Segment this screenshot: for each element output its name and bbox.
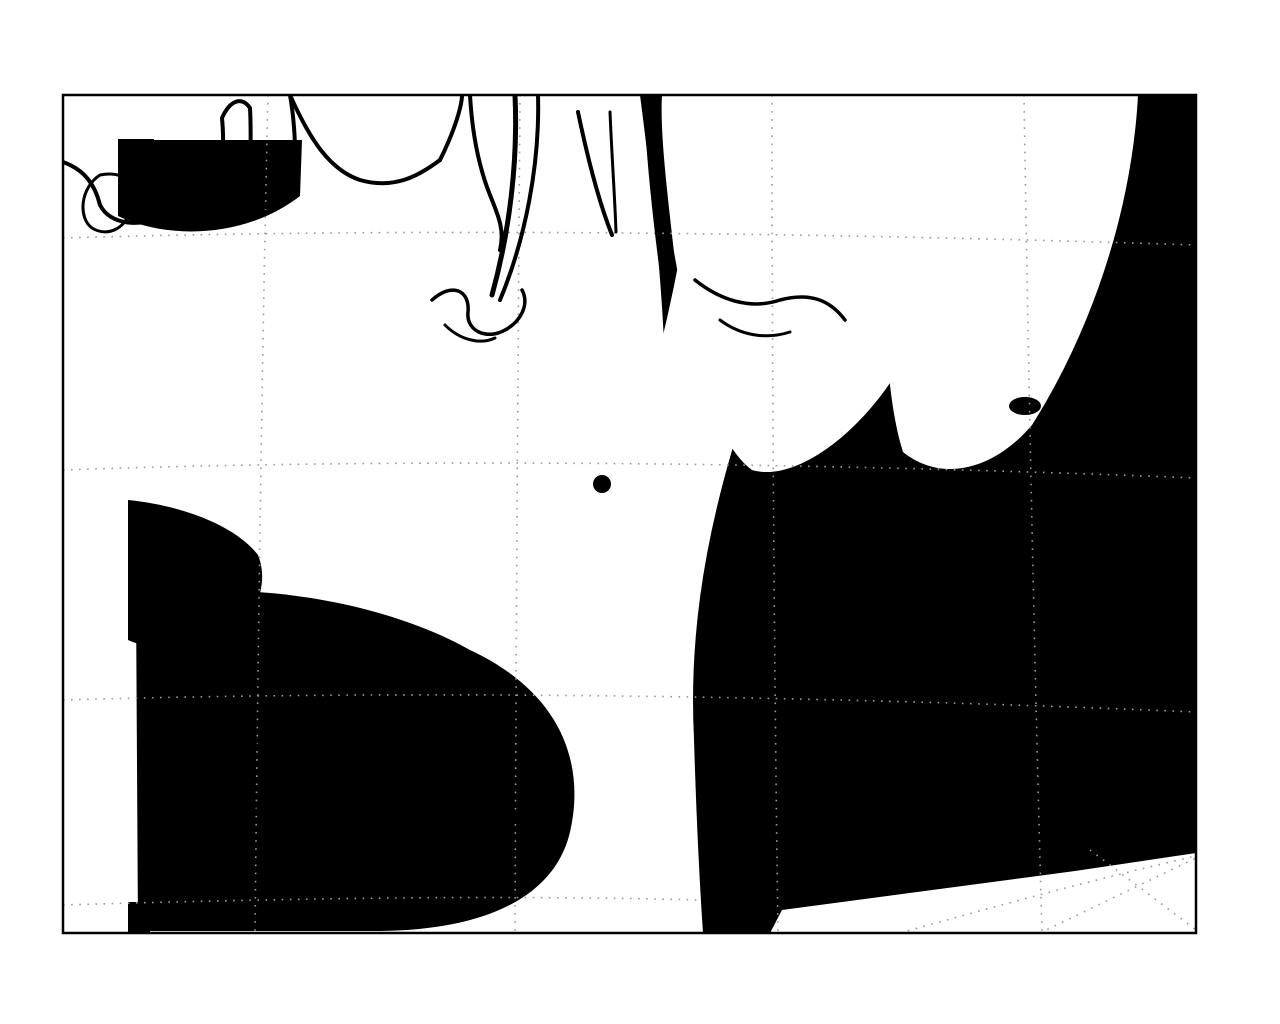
- map-field-layer: [63, 95, 1196, 933]
- jet-band: [593, 475, 611, 493]
- coastlines: [63, 95, 991, 849]
- graticule: [63, 95, 1196, 933]
- map-border: [61, 93, 1198, 935]
